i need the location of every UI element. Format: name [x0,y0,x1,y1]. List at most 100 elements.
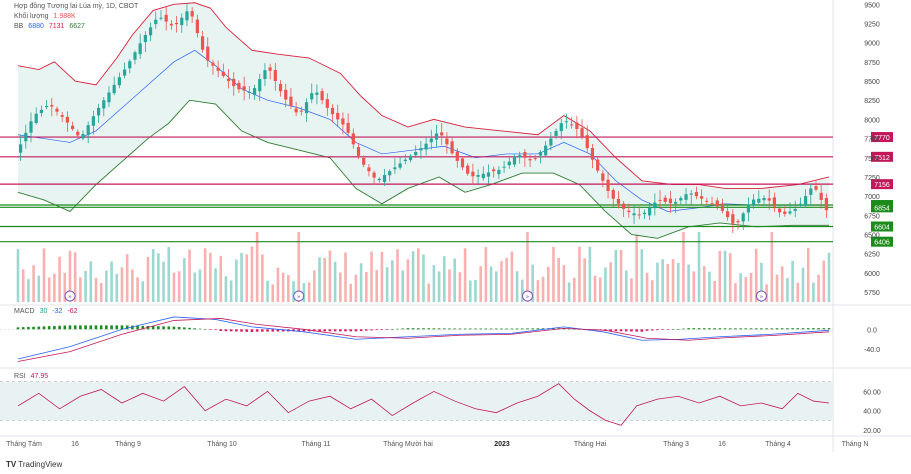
macd-histogram-bar [489,328,493,330]
macd-histogram-bar [198,328,202,330]
macd-histogram-bar [744,328,748,330]
macd-histogram-bar [365,329,368,331]
candle-body [55,108,59,112]
macd-histogram-bar [276,329,280,332]
volume-bar [375,270,379,302]
candle-body [346,122,350,133]
macd-histogram-bar [479,328,482,330]
candle-body [772,197,777,207]
volume-bar [219,255,223,302]
macd-histogram-bar [437,328,441,330]
time-tick-label: 2023 [494,441,510,448]
macd-histogram-bar [250,329,254,332]
macd-histogram-bar [650,329,654,331]
earnings-marker-glyph: » [760,294,764,301]
rsi-tick-label: 40.00 [863,409,881,416]
volume-bar [609,262,612,302]
candle-body [128,61,132,69]
candle-body [39,109,43,114]
candle-body [403,159,407,162]
level-tag [871,236,893,247]
candle-body [278,83,283,92]
macd-histogram-bar [99,325,103,330]
level-tag [871,151,893,162]
volume-bar [702,266,706,302]
macd-histogram-bar [136,325,139,330]
price-tick-label: 7750 [864,137,880,144]
volume-bar [365,271,368,302]
price-tick-label: 6250 [864,252,880,259]
volume-bar [136,277,139,302]
candle-body [356,147,361,156]
volume-bar [276,267,280,302]
candle-body [819,192,823,200]
candle-body [247,91,251,93]
macd-histogram-bar [536,328,540,330]
macd-histogram-bar [333,329,337,332]
volume-bar [167,246,171,302]
volume-bar [318,257,321,302]
volume-bar [827,252,831,302]
macd-histogram-bar [520,328,524,330]
volume-bar [105,270,108,302]
macd-histogram-bar [58,325,61,330]
candle-body [315,92,319,95]
candle-body [263,70,267,80]
tradingview-text: TradingView [18,460,63,469]
volume-bar [635,232,638,302]
candle-body [736,221,740,223]
candle-body [663,197,667,202]
candle-body [60,115,64,117]
macd-histogram-bar [151,326,155,330]
candle-body [117,77,121,86]
macd-histogram-bar [162,326,165,330]
macd-histogram-bar [292,329,295,332]
volume-bar [442,256,446,302]
macd-histogram-bar [297,329,301,332]
macd-histogram-bar [531,328,534,330]
candle-body [798,203,803,206]
macd-label: MACD [14,308,35,315]
volume-bar [578,246,581,302]
macd-histogram-bar [349,329,353,332]
volume-bar [786,278,789,302]
candle-body [76,131,80,136]
level-tag [871,221,893,232]
macd-histogram-bar [427,328,430,330]
volume-bar [37,275,41,302]
volume-bar [27,279,30,302]
earnings-marker-icon [755,290,767,302]
macd-histogram-bar [53,325,56,330]
volume-bar [687,264,690,302]
volume-bar [552,246,555,302]
candle-body [159,17,163,19]
macd-histogram-bar [328,329,332,332]
macd-histogram-bar [505,328,508,330]
time-tick-label: Tháng 4 [765,441,791,448]
candle-body [388,171,392,176]
volume-bar [162,261,165,302]
volume-bar [120,267,124,302]
volume-bar [209,252,212,302]
candle-body [50,105,54,107]
macd-histogram-bar [21,327,25,330]
volume-bar [546,266,550,302]
macd-histogram-bar [749,328,753,330]
rsi-tick-label: 60.00 [863,389,881,396]
macd-histogram-bar [765,328,768,330]
volume-bar [354,274,358,302]
tradingview-branding[interactable]: TV TradingView [6,460,62,469]
macd-histogram-bar [370,329,373,331]
volume-bar [734,283,737,302]
macd-histogram-bar [780,328,784,330]
earnings-marker-icon [521,290,533,302]
level-tag-label: 6854 [874,205,890,212]
macd-histogram-bar [359,329,363,331]
tradingview-logo-icon: TV [6,460,17,469]
volume-bar [94,277,98,302]
volume-bar [42,248,46,302]
macd-histogram-bar [432,328,436,330]
volume-bar [183,258,186,302]
volume-bar [131,269,134,302]
